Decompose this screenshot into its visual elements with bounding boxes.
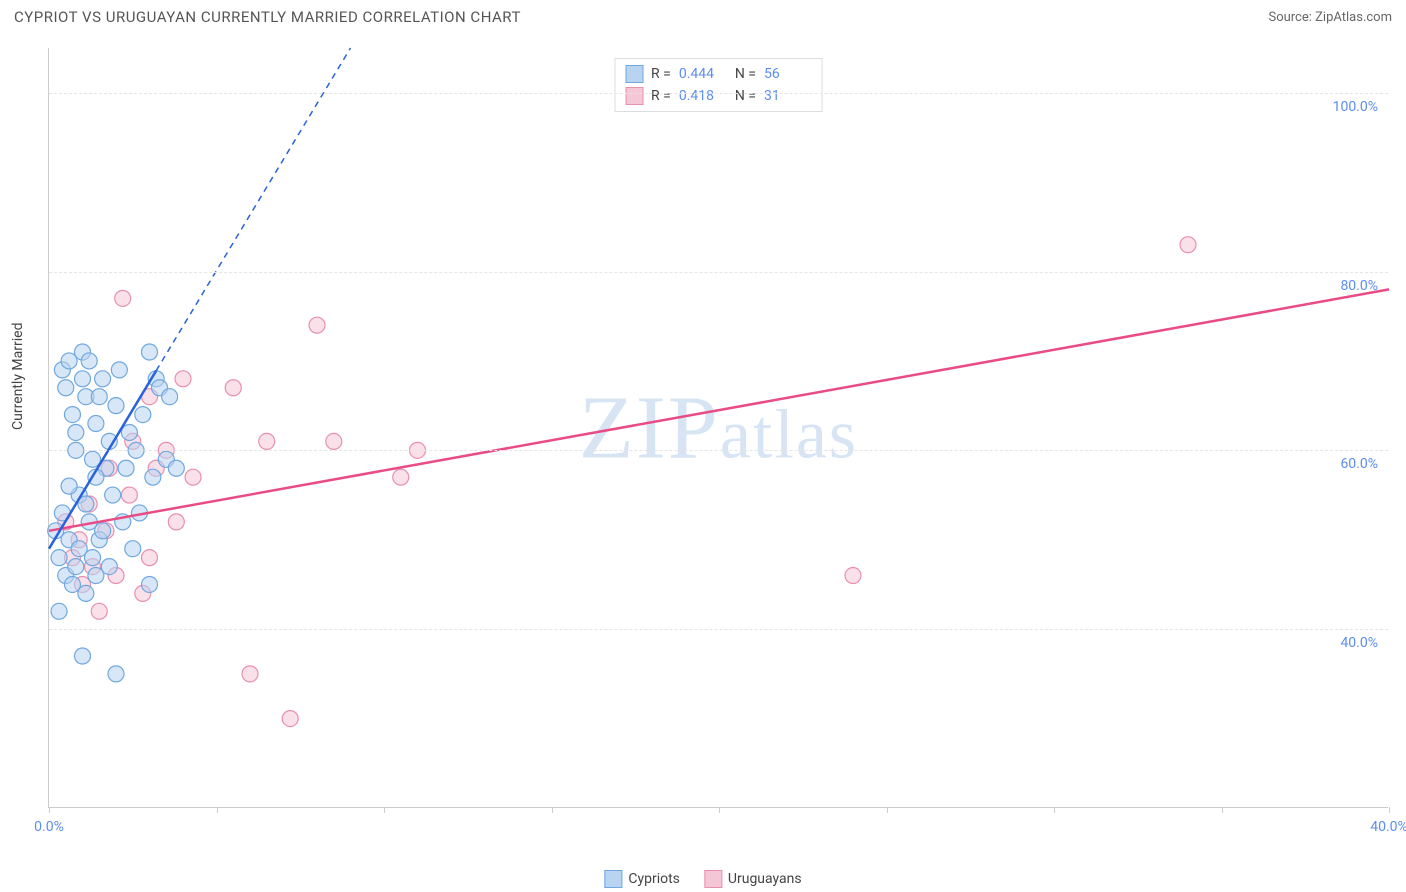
data-point xyxy=(393,469,409,485)
data-point xyxy=(282,711,298,727)
legend-label-cypriots: Cypriots xyxy=(628,871,680,887)
x-tick xyxy=(887,807,888,813)
source-attribution: Source: ZipAtlas.com xyxy=(1268,10,1392,25)
data-point xyxy=(68,424,84,440)
data-point xyxy=(242,666,258,682)
chart-plot-area: ZIPatlas R =0.444N =56R =0.418N =31 40.0… xyxy=(48,48,1388,808)
gridline xyxy=(49,272,1388,273)
data-point xyxy=(81,353,97,369)
x-tick xyxy=(1054,807,1055,813)
r-label: R = xyxy=(651,66,671,82)
chart-title: CYPRIOT VS URUGUAYAN CURRENTLY MARRIED C… xyxy=(14,8,521,26)
legend-swatch xyxy=(625,87,643,105)
series-legend: Cypriots Uruguayans xyxy=(604,870,801,888)
data-point xyxy=(85,550,101,566)
swatch-uruguayans xyxy=(704,870,722,888)
y-tick-label: 40.0% xyxy=(1340,635,1378,651)
data-point xyxy=(142,344,158,360)
legend-item-cypriots: Cypriots xyxy=(604,870,680,888)
data-point xyxy=(259,433,275,449)
y-tick-label: 80.0% xyxy=(1340,278,1378,294)
gridline xyxy=(49,450,1388,451)
data-point xyxy=(135,407,151,423)
correlation-legend: R = 0.444 N = 56 R = 0.418 N = 31 xyxy=(614,58,823,112)
data-point xyxy=(145,469,161,485)
x-tick xyxy=(552,807,553,813)
x-tick xyxy=(719,807,720,813)
x-tick xyxy=(384,807,385,813)
gridline xyxy=(49,629,1388,630)
data-point xyxy=(225,380,241,396)
data-point xyxy=(51,603,67,619)
data-point xyxy=(108,398,124,414)
data-point xyxy=(326,433,342,449)
data-point xyxy=(162,389,178,405)
data-point xyxy=(61,478,77,494)
data-point xyxy=(845,568,861,584)
data-point xyxy=(68,559,84,575)
data-point xyxy=(108,666,124,682)
legend-row: R = 0.418 N = 31 xyxy=(625,85,812,107)
data-point xyxy=(75,648,91,664)
y-axis-label: Currently Married xyxy=(10,323,26,430)
n-value: 56 xyxy=(764,66,812,82)
data-point xyxy=(142,576,158,592)
data-point xyxy=(95,371,111,387)
x-tick-label: 40.0% xyxy=(1370,819,1406,835)
n-label: N = xyxy=(735,66,756,82)
r-value: 0.444 xyxy=(679,66,727,82)
x-tick xyxy=(217,807,218,813)
data-point xyxy=(1180,237,1196,253)
data-point xyxy=(309,317,325,333)
y-tick-label: 100.0% xyxy=(1333,99,1378,115)
data-point xyxy=(88,416,104,432)
data-point xyxy=(118,460,134,476)
legend-swatch xyxy=(625,65,643,83)
data-point xyxy=(125,541,141,557)
gridline xyxy=(49,93,1388,94)
data-point xyxy=(105,487,121,503)
data-point xyxy=(142,550,158,566)
legend-item-uruguayans: Uruguayans xyxy=(704,870,802,888)
x-tick xyxy=(1222,807,1223,813)
legend-row: R = 0.444 N = 56 xyxy=(625,63,812,85)
x-tick xyxy=(1389,807,1390,813)
data-point xyxy=(75,371,91,387)
trend-line xyxy=(49,289,1389,530)
swatch-cypriots xyxy=(604,870,622,888)
data-point xyxy=(78,585,94,601)
data-point xyxy=(168,514,184,530)
data-point xyxy=(115,290,131,306)
data-point xyxy=(168,460,184,476)
data-point xyxy=(95,523,111,539)
data-point xyxy=(58,380,74,396)
data-point xyxy=(91,603,107,619)
scatter-plot-svg xyxy=(49,48,1388,807)
data-point xyxy=(121,487,137,503)
data-point xyxy=(51,550,67,566)
x-tick-label: 0.0% xyxy=(34,819,64,835)
n-value: 31 xyxy=(764,88,812,104)
data-point xyxy=(175,371,191,387)
n-label: N = xyxy=(735,88,756,104)
r-label: R = xyxy=(651,88,671,104)
data-point xyxy=(101,559,117,575)
data-point xyxy=(111,362,127,378)
x-tick xyxy=(49,807,50,813)
r-value: 0.418 xyxy=(679,88,727,104)
data-point xyxy=(185,469,201,485)
data-point xyxy=(64,407,80,423)
data-point xyxy=(91,389,107,405)
y-tick-label: 60.0% xyxy=(1340,456,1378,472)
legend-label-uruguayans: Uruguayans xyxy=(728,871,802,887)
